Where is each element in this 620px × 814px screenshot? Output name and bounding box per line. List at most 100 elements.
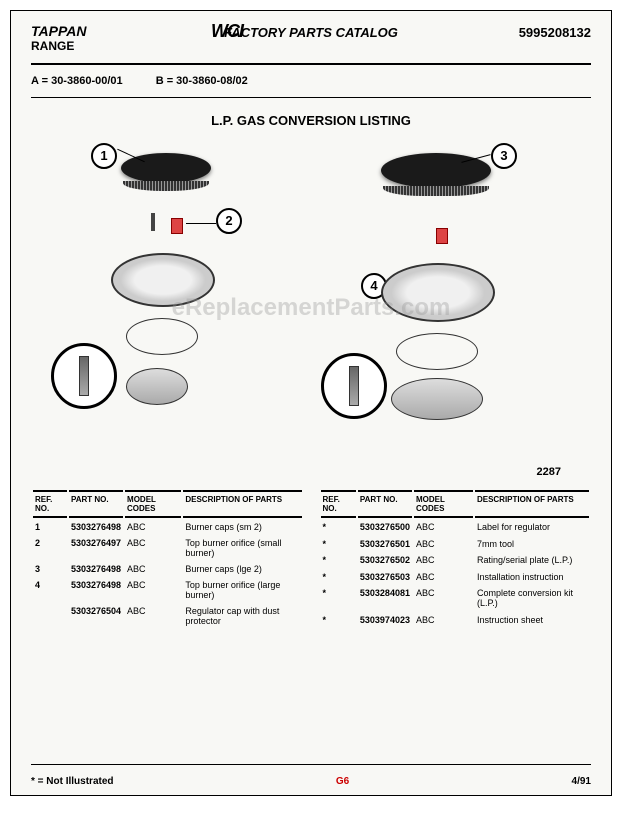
- cell-desc: Regulator cap with dust protector: [183, 604, 301, 628]
- cell-ref: [33, 604, 67, 628]
- detail-view-left: [51, 343, 117, 409]
- date: 4/91: [572, 776, 591, 787]
- orifice-large: [436, 228, 448, 244]
- cell-desc: 7mm tool: [475, 537, 589, 552]
- regulator-pin-icon: [79, 356, 89, 396]
- table-row: 35303276498ABCBurner caps (lge 2): [33, 562, 302, 576]
- col-ref: REF. NO.: [321, 490, 356, 518]
- col-model: MODEL CODES: [125, 490, 181, 518]
- cell-ref: 2: [33, 536, 67, 560]
- regulator-pin-icon: [349, 366, 359, 406]
- table-row: 5303276504ABCRegulator cap with dust pro…: [33, 604, 302, 628]
- cell-desc: Burner caps (sm 2): [183, 520, 301, 534]
- cell-part: 5303276502: [358, 553, 412, 568]
- table-row: 15303276498ABCBurner caps (sm 2): [33, 520, 302, 534]
- cell-desc: Label for regulator: [475, 520, 589, 535]
- parts-tables: REF. NO. PART NO. MODEL CODES DESCRIPTIO…: [31, 488, 591, 630]
- footer: * = Not Illustrated G6 4/91: [31, 776, 591, 787]
- divider: [31, 97, 591, 98]
- cell-ref: 4: [33, 578, 67, 602]
- table-row: *5303284081ABCComplete conversion kit (L…: [321, 586, 590, 611]
- valve-body-large: [391, 378, 483, 420]
- cell-ref: *: [321, 586, 356, 611]
- footnote: * = Not Illustrated: [31, 776, 114, 787]
- table-row: *5303276500ABCLabel for regulator: [321, 520, 590, 535]
- cell-part: 5303974023: [358, 613, 412, 628]
- parts-table-right: REF. NO. PART NO. MODEL CODES DESCRIPTIO…: [319, 488, 592, 630]
- table-row: 45303276498ABCTop burner orifice (large …: [33, 578, 302, 602]
- col-part: PART NO.: [358, 490, 412, 518]
- cell-part: 5303276498: [69, 578, 123, 602]
- cell-part: 5303276504: [69, 604, 123, 628]
- col-part: PART NO.: [69, 490, 123, 518]
- exploded-diagram: eReplacementParts.com 1 2 3 4: [31, 143, 591, 473]
- cell-desc: Complete conversion kit (L.P.): [475, 586, 589, 611]
- valve-body: [126, 368, 188, 405]
- footer-divider: [31, 764, 591, 765]
- cell-desc: Instruction sheet: [475, 613, 589, 628]
- product-type: RANGE: [31, 39, 591, 53]
- table-row: *5303974023ABCInstruction sheet: [321, 613, 590, 628]
- cell-model: ABC: [125, 562, 181, 576]
- col-desc: DESCRIPTION OF PARTS: [475, 490, 589, 518]
- cell-model: ABC: [414, 520, 473, 535]
- burner-ring-large: [381, 263, 495, 322]
- cell-ref: *: [321, 537, 356, 552]
- cell-part: 5303276498: [69, 520, 123, 534]
- parts-table-left: REF. NO. PART NO. MODEL CODES DESCRIPTIO…: [31, 488, 304, 630]
- cell-desc: Top burner orifice (small burner): [183, 536, 301, 560]
- cell-part: 5303276498: [69, 562, 123, 576]
- cell-model: ABC: [125, 604, 181, 628]
- col-desc: DESCRIPTION OF PARTS: [183, 490, 301, 518]
- cell-model: ABC: [125, 578, 181, 602]
- col-model: MODEL CODES: [414, 490, 473, 518]
- page-frame: TAPPAN RANGE WCI FACTORY PARTS CATALOG 5…: [10, 10, 612, 796]
- callout-3: 3: [491, 143, 517, 169]
- cell-model: ABC: [414, 537, 473, 552]
- catalog-number: 5995208132: [519, 25, 591, 40]
- cell-model: ABC: [125, 536, 181, 560]
- cell-ref: *: [321, 553, 356, 568]
- spacer-ring: [126, 318, 198, 355]
- callout-1: 1: [91, 143, 117, 169]
- orifice-small: [171, 218, 183, 234]
- divider: [31, 63, 591, 65]
- detail-view-right: [321, 353, 387, 419]
- cell-model: ABC: [125, 520, 181, 534]
- cell-part: 5303284081: [358, 586, 412, 611]
- table-row: *5303276503ABCInstallation instruction: [321, 570, 590, 585]
- cell-ref: *: [321, 613, 356, 628]
- cell-ref: *: [321, 520, 356, 535]
- cell-model: ABC: [414, 570, 473, 585]
- table-row: *5303276502ABCRating/serial plate (L.P.): [321, 553, 590, 568]
- cell-desc: Rating/serial plate (L.P.): [475, 553, 589, 568]
- cell-part: 5303276497: [69, 536, 123, 560]
- callout-2: 2: [216, 208, 242, 234]
- table-row: 25303276497ABCTop burner orifice (small …: [33, 536, 302, 560]
- model-a: A = 30-3860-00/01: [31, 75, 123, 87]
- page-number: G6: [336, 776, 349, 787]
- callout-line: [186, 223, 216, 224]
- diagram-reference: 2287: [537, 466, 561, 478]
- cell-desc: Top burner orifice (large burner): [183, 578, 301, 602]
- burner-ring: [111, 253, 215, 307]
- screw-icon: [151, 213, 155, 231]
- cell-model: ABC: [414, 553, 473, 568]
- cell-ref: 3: [33, 562, 67, 576]
- section-title: L.P. GAS CONVERSION LISTING: [11, 113, 611, 128]
- cell-model: ABC: [414, 586, 473, 611]
- model-b: B = 30-3860-08/02: [156, 75, 248, 87]
- cell-desc: Installation instruction: [475, 570, 589, 585]
- cell-part: 5303276500: [358, 520, 412, 535]
- table-row: *5303276501ABC7mm tool: [321, 537, 590, 552]
- cell-ref: 1: [33, 520, 67, 534]
- header: TAPPAN RANGE WCI FACTORY PARTS CATALOG 5…: [11, 11, 611, 61]
- cell-ref: *: [321, 570, 356, 585]
- col-ref: REF. NO.: [33, 490, 67, 518]
- model-codes-row: A = 30-3860-00/01 B = 30-3860-08/02: [11, 67, 611, 95]
- cell-part: 5303276501: [358, 537, 412, 552]
- spacer-ring-large: [396, 333, 478, 370]
- cell-model: ABC: [414, 613, 473, 628]
- catalog-title: FACTORY PARTS CATALOG: [224, 25, 398, 40]
- cell-part: 5303276503: [358, 570, 412, 585]
